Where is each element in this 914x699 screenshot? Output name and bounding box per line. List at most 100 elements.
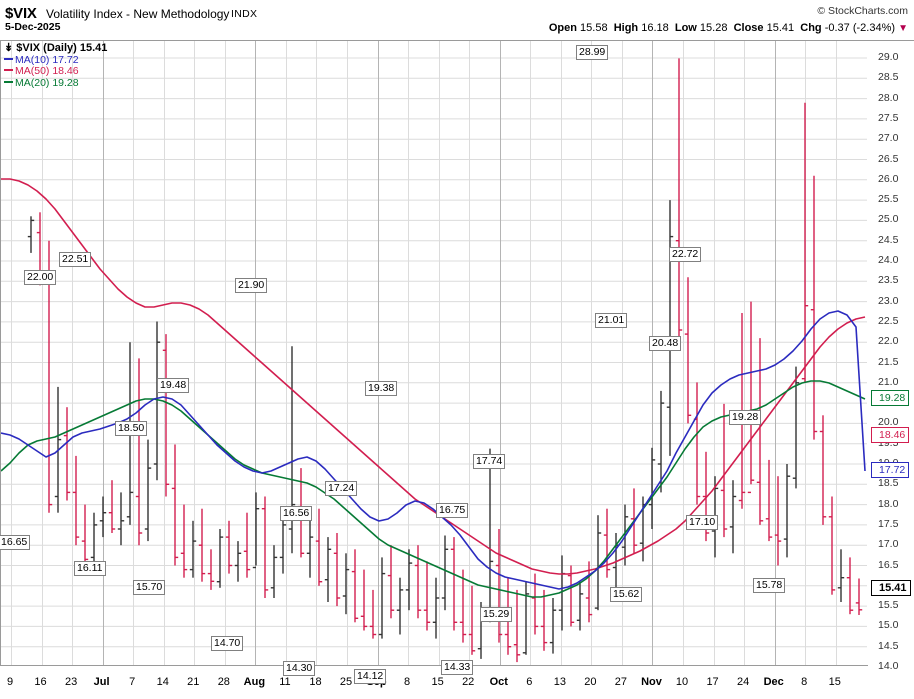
ohlc-bars (27, 58, 863, 663)
x-tick-label: 17 (706, 676, 719, 688)
y-tick-label: 28.5 (878, 71, 899, 84)
y-tick-label: 15.5 (878, 599, 899, 612)
price-callout: 16.65 (0, 535, 31, 550)
x-tick-label: 7 (129, 676, 136, 688)
price-flag-ma10: 17.72 (871, 462, 910, 478)
price-callout: 14.30 (283, 661, 316, 676)
chg-value: -0.37 (-2.34%) (824, 22, 896, 34)
ohlc-chart-canvas (1, 41, 867, 665)
x-tick-label: 15 (828, 676, 841, 688)
y-tick-label: 25.0 (878, 213, 899, 226)
ma10-line (1, 310, 866, 590)
cursor-icon: ↡ (4, 42, 14, 54)
x-tick-label: 22 (462, 676, 475, 688)
y-tick-label: 26.0 (878, 172, 899, 185)
y-tick-label: 20.0 (878, 416, 899, 429)
y-tick-label: 29.0 (878, 51, 899, 63)
symbol-ticker: $VIX (5, 5, 37, 22)
y-tick-label: 16.5 (878, 558, 899, 571)
chg-label: Chg (800, 22, 822, 34)
x-tick-label: 24 (736, 676, 750, 688)
x-tick-label: 6 (526, 676, 533, 688)
legend-ma10: MA(10) 17.72 (4, 54, 107, 67)
price-callout: 21.90 (235, 278, 268, 293)
x-tick-label: 21 (187, 676, 200, 688)
price-callout: 17.74 (473, 454, 506, 469)
price-callout: 14.12 (354, 669, 387, 684)
y-tick-label: 21.0 (878, 375, 899, 388)
x-tick-label: Jul (93, 676, 110, 688)
symbol-exchange: INDX (231, 8, 258, 20)
y-tick-label: 14.0 (878, 660, 899, 672)
price-plot-area[interactable] (0, 40, 868, 666)
price-callout: 16.11 (74, 561, 106, 576)
price-callout: 19.28 (729, 410, 762, 425)
price-callout: 14.33 (441, 660, 474, 675)
price-callout: 22.00 (24, 270, 57, 285)
price-callout: 22.72 (669, 247, 702, 262)
x-tick-label: 20 (584, 676, 597, 688)
y-tick-label: 27.0 (878, 132, 899, 145)
price-callout: 15.29 (480, 607, 513, 622)
x-tick-label: 27 (614, 676, 628, 688)
y-tick-label: 25.5 (878, 193, 899, 206)
price-callout: 15.62 (610, 587, 643, 602)
chart-header: $VIX Volatility Index - New Methodology … (0, 0, 914, 34)
y-axis-area (868, 40, 914, 666)
x-tick-label: Nov (641, 676, 662, 688)
symbol-name: Volatility Index - New Methodology (46, 7, 230, 21)
ma50-swatch-icon (4, 69, 13, 72)
x-tick-label: Aug (243, 676, 266, 688)
x-tick-label: 9 (6, 676, 14, 688)
x-tick-label: 11 (279, 676, 291, 688)
y-tick-label: 24.0 (878, 254, 899, 266)
y-tick-label: 21.5 (878, 355, 899, 368)
y-tick-label: 14.5 (878, 639, 899, 652)
price-flag-ma20: 19.28 (871, 390, 910, 406)
y-tick-label: 22.5 (878, 314, 899, 327)
price-callout: 17.10 (686, 515, 719, 530)
low-label: Low (674, 22, 697, 34)
price-flag-last: 15.41 (871, 580, 911, 596)
x-tick-label: Dec (763, 676, 784, 688)
low-value: 15.28 (699, 22, 728, 34)
price-callout: 15.78 (753, 578, 786, 593)
chart-legend: ↡ $VIX (Daily) 15.41 MA(10) 17.72 MA(50)… (4, 42, 108, 90)
down-arrow-icon: ▼ (898, 23, 908, 34)
x-tick-label: 8 (404, 676, 411, 688)
legend-ma20: MA(20) 19.28 (4, 77, 107, 90)
x-tick-label: 8 (801, 676, 808, 688)
legend-title: ↡ $VIX (Daily) 15.41 (4, 42, 108, 54)
x-tick-label: Oct (489, 676, 508, 688)
y-tick-label: 23.5 (878, 274, 899, 287)
high-label: High (613, 22, 639, 34)
close-label: Close (733, 22, 764, 34)
y-tick-label: 17.0 (878, 538, 899, 551)
price-flag-ma50: 18.46 (871, 427, 910, 443)
close-value: 15.41 (766, 22, 795, 34)
quote-date: 5-Dec-2025 (5, 21, 61, 33)
ma20-line (1, 380, 866, 598)
y-tick-label: 18.5 (878, 477, 899, 490)
price-callout: 21.01 (595, 313, 628, 328)
open-value: 15.58 (580, 22, 608, 34)
price-callout: 19.48 (157, 378, 190, 393)
x-tick-label: 14 (156, 676, 169, 688)
grid-lines (1, 41, 867, 665)
quote-bar: Open 15.58 High 16.18 Low 15.28 Close 15… (549, 22, 908, 34)
y-tick-label: 24.5 (878, 233, 899, 246)
price-callout: 20.48 (649, 336, 682, 351)
price-callout: 19.38 (365, 381, 398, 396)
y-tick-label: 15.0 (878, 619, 899, 632)
copyright-text: © StockCharts.com (817, 5, 908, 17)
y-tick-label: 27.5 (878, 111, 899, 124)
y-tick-label: 22.0 (878, 335, 899, 348)
price-callout: 22.51 (59, 252, 92, 267)
x-tick-label: 10 (675, 676, 689, 688)
ma20-swatch-icon (4, 81, 13, 83)
price-callout: 17.24 (325, 481, 358, 496)
price-callout: 16.56 (280, 506, 313, 521)
x-tick-label: 28 (217, 676, 230, 688)
y-tick-label: 26.5 (878, 152, 899, 165)
x-tick-label: 25 (339, 676, 353, 688)
